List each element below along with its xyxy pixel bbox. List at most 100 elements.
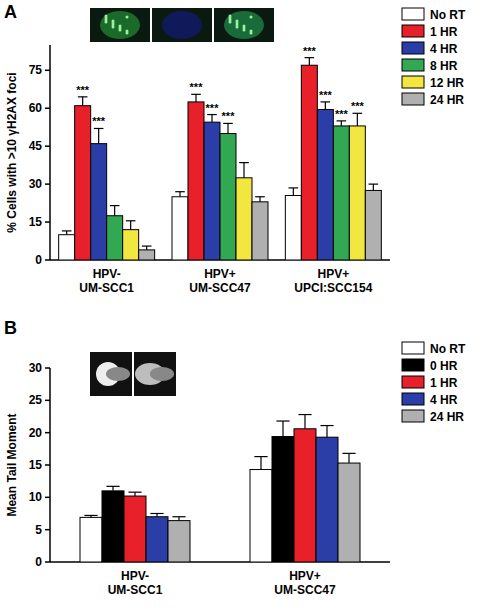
significance: *** [190, 81, 204, 93]
error-cap [342, 453, 355, 454]
bar [75, 106, 91, 260]
error-bar [254, 457, 267, 470]
error-cap [305, 57, 315, 58]
error-bar [126, 221, 136, 230]
error-cap [106, 486, 119, 487]
inset-nucleus [162, 11, 202, 39]
error-bar [78, 97, 88, 106]
bar [91, 144, 107, 260]
error-line [243, 163, 244, 178]
x-tick-label-line: UPCI:SCC154 [294, 281, 372, 295]
error-bar [150, 514, 163, 517]
error-line [357, 113, 358, 126]
legend-swatch [402, 8, 424, 20]
legend-bg [399, 5, 493, 111]
error-cap [320, 425, 333, 426]
bar [59, 235, 75, 260]
error-line [309, 58, 310, 66]
error-bar [110, 206, 120, 216]
error-cap [126, 220, 136, 221]
y-tick-label: 15 [29, 215, 43, 229]
bar [250, 470, 272, 562]
annotations: *************************** [76, 45, 364, 128]
y-tick-label: 60 [29, 101, 43, 115]
x-tick-label: HPV-UM-SCC1 [79, 267, 134, 295]
significance: *** [351, 100, 365, 112]
inset-nucleus [100, 11, 140, 39]
legend-swatch [402, 342, 424, 354]
error-cap [78, 96, 88, 97]
y-tick [45, 259, 50, 261]
error-cap [276, 420, 289, 421]
error-cap [353, 113, 363, 114]
inset-focus [105, 21, 108, 24]
error-cap [321, 101, 331, 102]
error-bar [175, 192, 185, 197]
y-tick [45, 561, 50, 563]
error-line [112, 486, 113, 491]
y-tick [45, 432, 50, 434]
bar [272, 437, 294, 562]
inset-image [134, 352, 176, 396]
y-tick [45, 400, 50, 402]
legend-bg [399, 339, 493, 428]
error-line [325, 102, 326, 110]
error-cap [369, 184, 379, 185]
x-tick-label-line: UM-SCC1 [108, 583, 163, 597]
bar [123, 230, 139, 260]
legend-swatch [402, 25, 424, 37]
y-axis-label: % Cells with >10 γH2AX foci [5, 72, 19, 232]
error-cap [110, 205, 120, 206]
panel-title: A [4, 2, 17, 22]
error-cap [142, 245, 152, 246]
inset-image [90, 352, 132, 396]
legend-swatch [402, 42, 424, 54]
bar [124, 496, 146, 562]
x-tick-label-line: UM-SCC47 [189, 281, 251, 295]
significance: *** [319, 89, 333, 101]
legend-label: 4 HR [430, 42, 458, 56]
error-cap [254, 456, 267, 457]
bar [365, 190, 381, 260]
y-tick-label: 15 [29, 458, 43, 472]
error-cap [172, 516, 185, 517]
y-tick [45, 367, 50, 369]
error-line [341, 121, 342, 126]
legend-swatch [402, 93, 424, 105]
panel-title: B [4, 318, 17, 338]
error-line [227, 123, 228, 133]
legend-label: 24 HR [430, 93, 464, 107]
legend-label: 4 HR [430, 393, 458, 407]
significance: *** [335, 108, 349, 120]
error-line [326, 426, 327, 438]
error-cap [150, 513, 163, 514]
y-tick-label: 30 [29, 361, 43, 375]
panel: B051015202530Mean Tail MomentHPV-UM-SCC1… [4, 318, 493, 597]
inset-image [90, 8, 150, 42]
bar [338, 463, 360, 562]
error-bar [84, 515, 97, 517]
error-bar [321, 102, 331, 110]
bar [80, 517, 102, 562]
error-line [179, 192, 180, 197]
legend-label: 0 HR [430, 359, 458, 373]
error-bar [172, 517, 185, 521]
legend-label: No RT [430, 8, 466, 22]
inset-image [152, 8, 212, 42]
y-axis-label: Mean Tail Moment [5, 413, 19, 516]
legend-swatch [402, 376, 424, 388]
error-bar [106, 486, 119, 491]
legend-swatch [402, 410, 424, 422]
error-bar [298, 415, 311, 429]
inset-focus [126, 16, 129, 19]
legend-label: No RT [430, 342, 466, 356]
inset-focus [236, 26, 239, 29]
bar [172, 197, 188, 260]
error-bar [255, 197, 265, 202]
inset-focus [126, 32, 129, 35]
x-tick-label-line: HPV- [121, 569, 149, 583]
legend-swatch [402, 59, 424, 71]
error-bar [142, 246, 152, 250]
error-cap [62, 230, 72, 231]
error-bar [369, 184, 379, 190]
